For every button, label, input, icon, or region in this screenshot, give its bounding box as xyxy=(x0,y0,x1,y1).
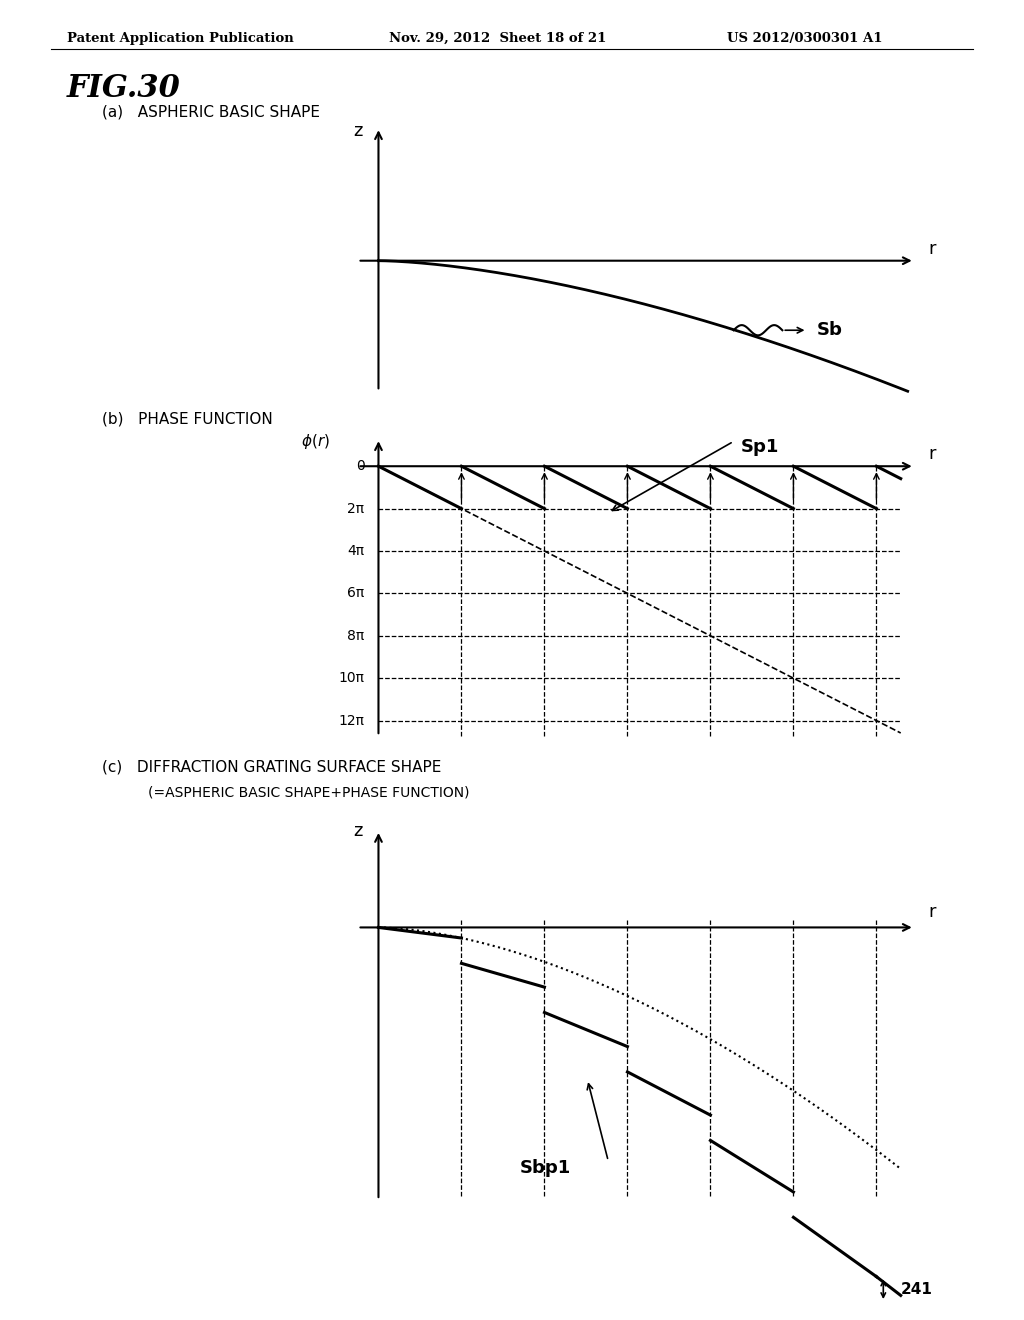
Text: 6π: 6π xyxy=(347,586,365,601)
Text: (=ASPHERIC BASIC SHAPE+PHASE FUNCTION): (=ASPHERIC BASIC SHAPE+PHASE FUNCTION) xyxy=(148,785,470,800)
Text: (a)   ASPHERIC BASIC SHAPE: (a) ASPHERIC BASIC SHAPE xyxy=(102,104,321,119)
Text: US 2012/0300301 A1: US 2012/0300301 A1 xyxy=(727,32,883,45)
Text: 2π: 2π xyxy=(347,502,365,516)
Text: $\phi(r)$: $\phi(r)$ xyxy=(301,432,330,451)
Text: 241: 241 xyxy=(901,1282,933,1296)
Text: Sb: Sb xyxy=(817,321,843,339)
Text: 10π: 10π xyxy=(339,671,365,685)
Text: Sbp1: Sbp1 xyxy=(520,1159,571,1176)
Text: (b)   PHASE FUNCTION: (b) PHASE FUNCTION xyxy=(102,412,273,426)
Text: r: r xyxy=(929,445,936,463)
Text: Patent Application Publication: Patent Application Publication xyxy=(67,32,293,45)
Text: 12π: 12π xyxy=(339,714,365,727)
Text: z: z xyxy=(353,822,362,841)
Text: 8π: 8π xyxy=(347,628,365,643)
Text: 0: 0 xyxy=(355,459,365,474)
Text: Nov. 29, 2012  Sheet 18 of 21: Nov. 29, 2012 Sheet 18 of 21 xyxy=(389,32,606,45)
Text: Sp1: Sp1 xyxy=(740,438,779,457)
Text: z: z xyxy=(353,121,362,140)
Text: r: r xyxy=(929,240,936,259)
Text: FIG.30: FIG.30 xyxy=(67,73,180,103)
Text: r: r xyxy=(929,903,936,921)
Text: (c)   DIFFRACTION GRATING SURFACE SHAPE: (c) DIFFRACTION GRATING SURFACE SHAPE xyxy=(102,759,441,774)
Text: 4π: 4π xyxy=(347,544,365,558)
